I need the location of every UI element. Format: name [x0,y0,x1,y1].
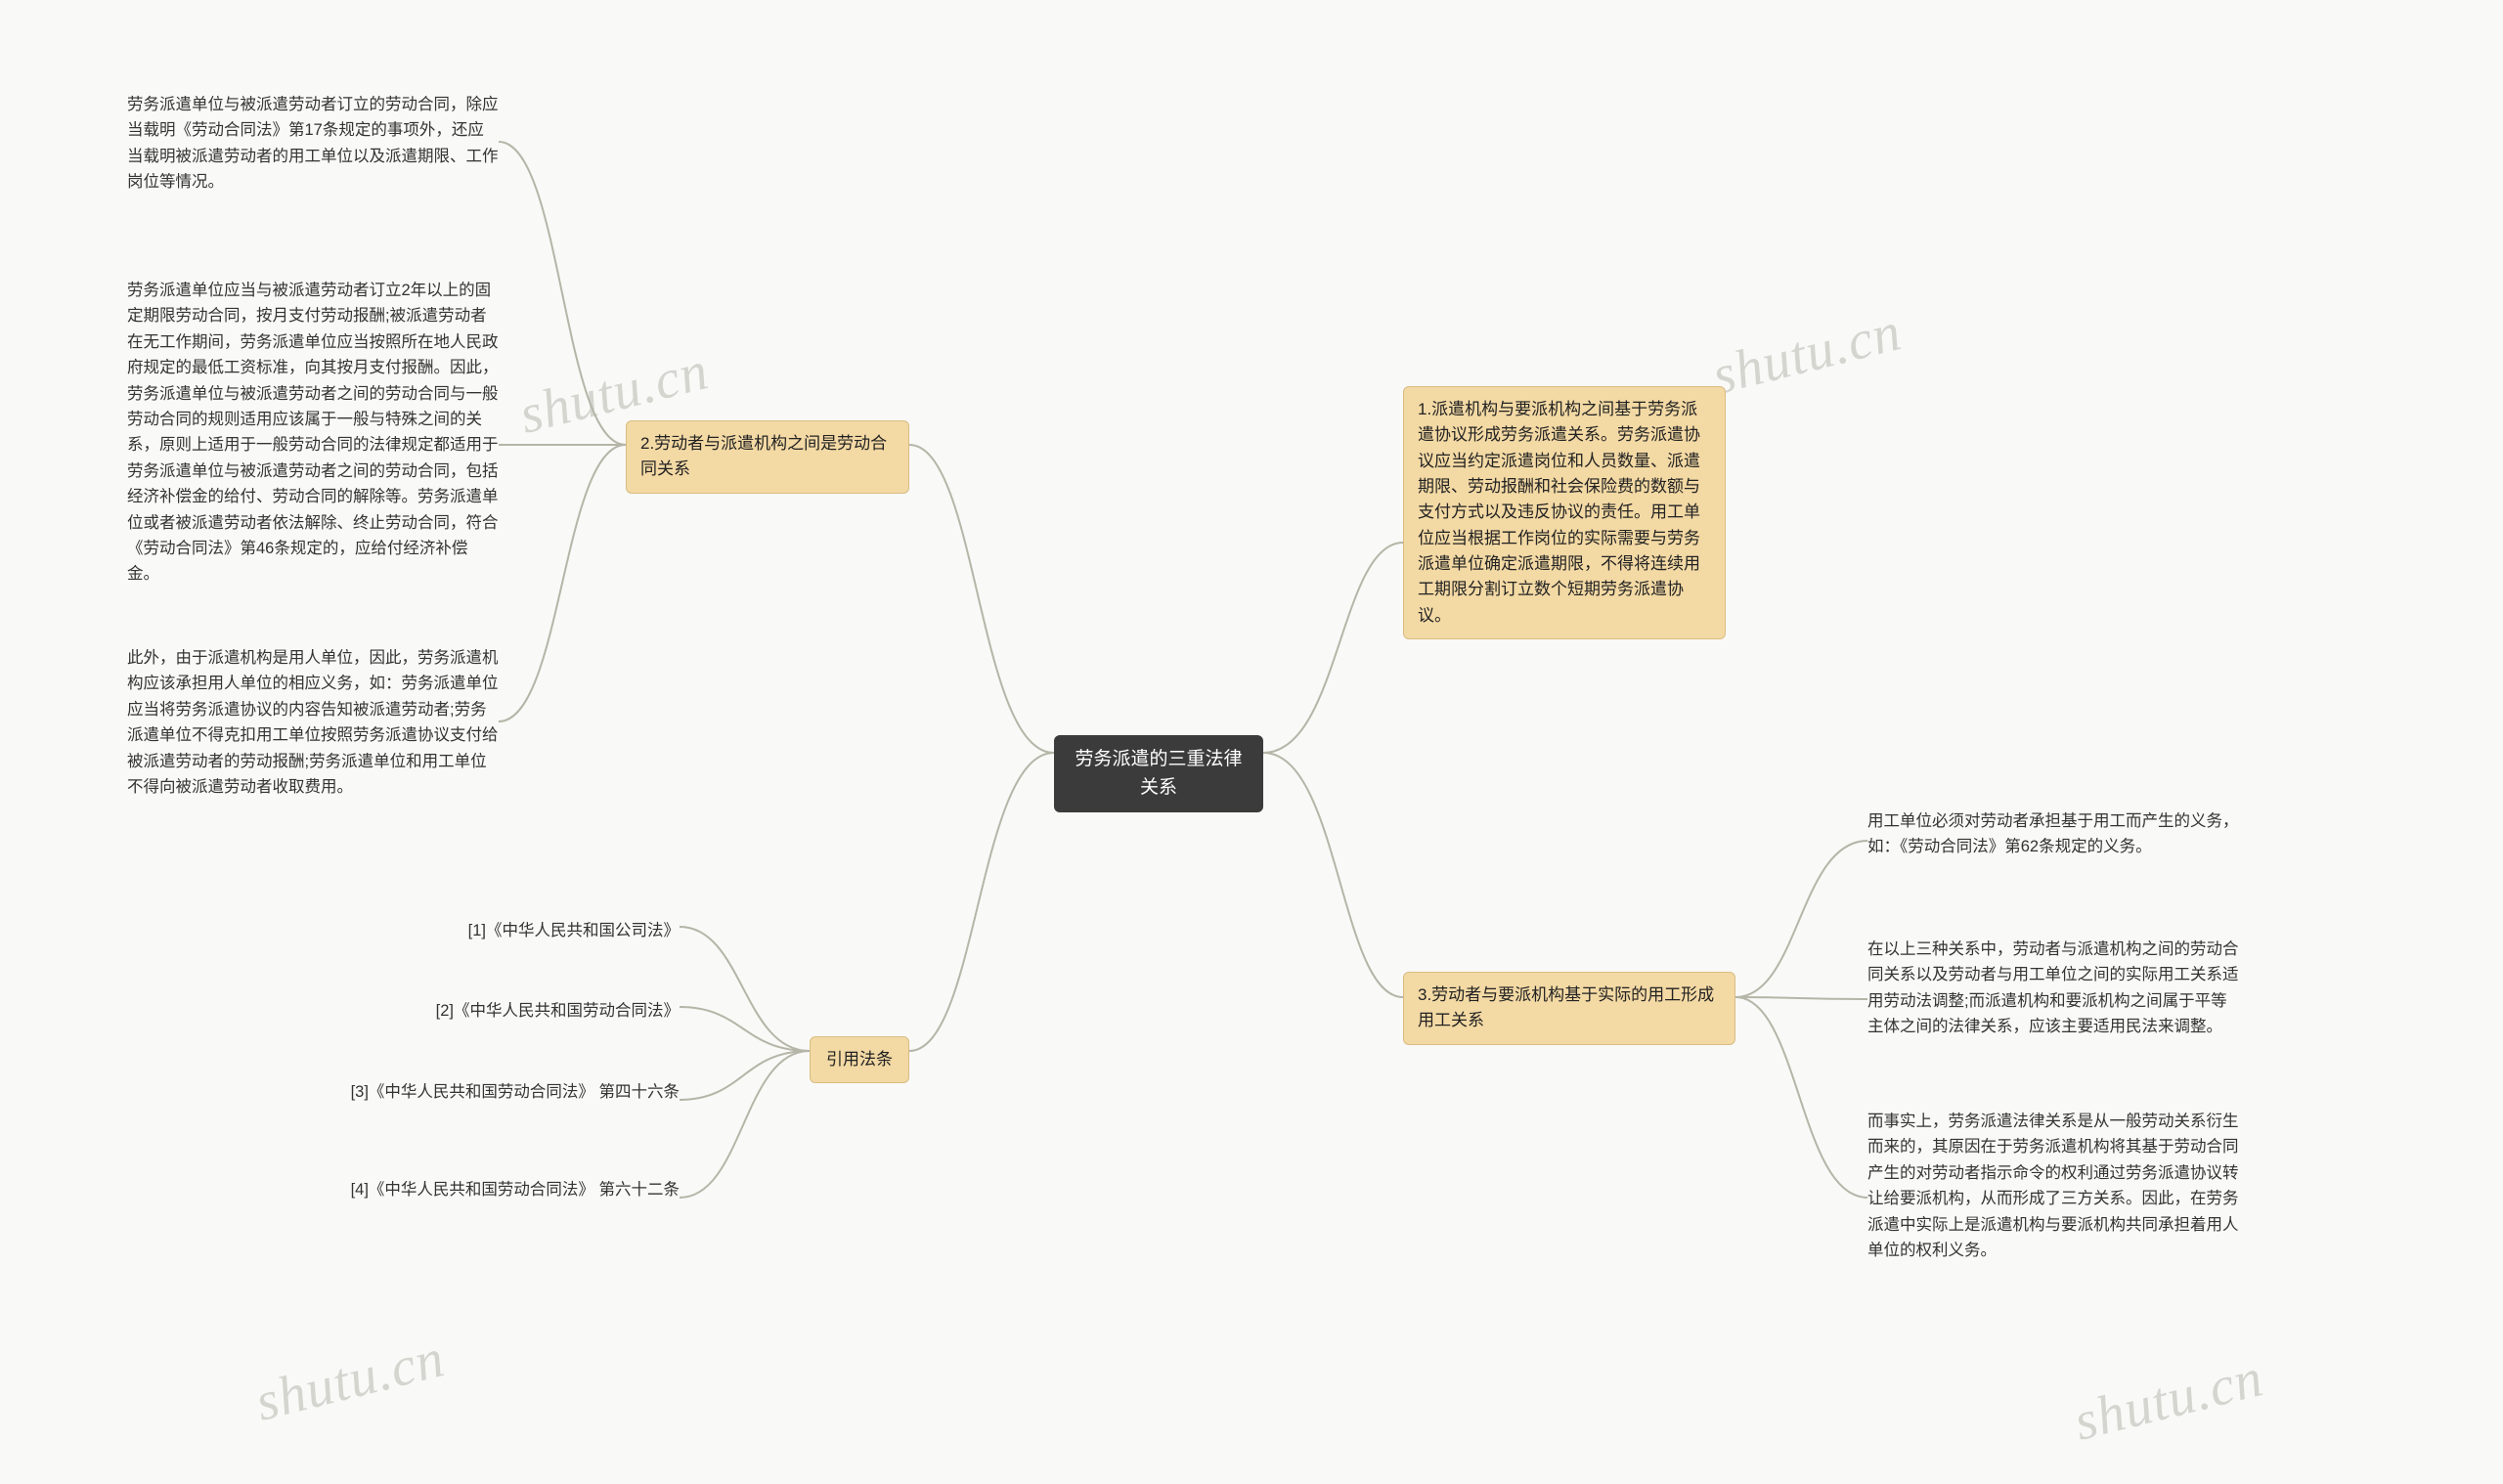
leaf-ref-1: [1]《中华人民共和国公司法》 [328,914,680,947]
leaf-ref-4: [4]《中华人民共和国劳动合同法》 第六十二条 [328,1173,680,1206]
leaf-r3-c1: 用工单位必须对劳动者承担基于用工而产生的义务，如：《劳动合同法》第62条规定的义… [1867,805,2239,864]
leaf-r3-c3: 而事实上，劳务派遣法律关系是从一般劳动关系衍生而来的，其原因在于劳务派遣机构将其… [1867,1105,2239,1267]
leaf-l2-c3: 此外，由于派遣机构是用人单位，因此，劳务派遣机构应该承担用人单位的相应义务，如：… [127,641,499,804]
leaf-l2-c2: 劳务派遣单位应当与被派遣劳动者订立2年以上的固定期限劳动合同，按月支付劳动报酬;… [127,274,499,591]
root-node[interactable]: 劳务派遣的三重法律关系 [1054,735,1263,812]
branch-r3[interactable]: 3.劳动者与要派机构基于实际的用工形成用工关系 [1403,972,1735,1045]
leaf-l2-c1: 劳务派遣单位与被派遣劳动者订立的劳动合同，除应当载明《劳动合同法》第17条规定的… [127,88,499,199]
leaf-ref-3: [3]《中华人民共和国劳动合同法》 第四十六条 [328,1075,680,1109]
leaf-r3-c2: 在以上三种关系中，劳动者与派遣机构之间的劳动合同关系以及劳动者与用工单位之间的实… [1867,933,2239,1044]
branch-l2[interactable]: 2.劳动者与派遣机构之间是劳动合同关系 [626,420,909,494]
branch-refs[interactable]: 引用法条 [810,1036,909,1083]
watermark: shutu.cn [1706,300,1908,408]
watermark: shutu.cn [2068,1346,2269,1454]
branch-r1[interactable]: 1.派遣机构与要派机构之间基于劳务派遣协议形成劳务派遣关系。劳务派遣协议应当约定… [1403,386,1726,639]
watermark: shutu.cn [249,1327,451,1434]
leaf-ref-2: [2]《中华人民共和国劳动合同法》 [328,994,680,1027]
